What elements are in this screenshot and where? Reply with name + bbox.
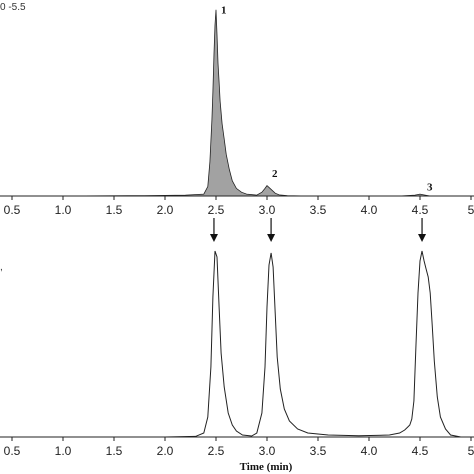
bottom-x-tick-label: 1.0	[55, 444, 72, 458]
peak-label-3: 3	[427, 181, 433, 193]
bottom-x-ticks	[11, 437, 472, 441]
top-peak-labels: 1 2 3	[221, 5, 433, 194]
top-x-tick-label: 4.0	[361, 203, 378, 217]
peak-arrow-head	[418, 234, 427, 242]
peak-arrow-head	[209, 234, 218, 242]
top-x-tick-label: 4.5	[412, 203, 429, 217]
peak-arrow-head	[267, 234, 276, 242]
bottom-x-tick-label: 5	[468, 444, 474, 458]
top-trace	[1, 9, 471, 197]
x-axis-title: Time (min)	[240, 461, 293, 473]
peak-arrows	[209, 218, 427, 242]
bottom-x-tick-label: 3.5	[310, 444, 327, 458]
top-x-tick-label: 5	[468, 203, 474, 217]
top-x-tick-label: 2.5	[208, 203, 225, 217]
top-corner-label: 0 -5.5	[0, 2, 26, 13]
top-x-tick-label: 0.5	[4, 203, 21, 217]
peak-label-2: 2	[272, 168, 278, 180]
top-x-tick-label: 1.0	[55, 203, 72, 217]
bottom-x-tick-label: 4.5	[412, 444, 429, 458]
bottom-x-tick-label: 1.5	[106, 444, 123, 458]
top-x-tick-label: 3.0	[259, 203, 276, 217]
bottom-corner-mark: ,	[0, 262, 3, 273]
peak-label-1: 1	[221, 5, 227, 17]
bottom-x-tick-label: 2.0	[157, 444, 174, 458]
top-x-ticks	[11, 196, 472, 200]
top-x-tick-label: 2.0	[157, 203, 174, 217]
top-x-tick-labels: 0.5 1.0 1.5 2.0 2.5 3.0 3.5 4.0 4.5 5	[4, 203, 474, 217]
bottom-x-tick-label: 0.5	[4, 444, 21, 458]
chromatogram-bottom: , 0.5 1.0 1.5 2.0 2.5 3.0 3.5 4.0 4.5 5 Time (min…	[0, 218, 474, 473]
bottom-trace	[1, 250, 471, 438]
chromatogram-top: 0 -5.5 0.5 1.0 1.5 2.0 2.5 3.0 3.5 4.0 4.5 5 1 2 3	[0, 2, 474, 217]
bottom-x-tick-label: 2.5	[208, 444, 225, 458]
bottom-x-tick-labels: 0.5 1.0 1.5 2.0 2.5 3.0 3.5 4.0 4.5 5	[4, 444, 474, 458]
bottom-x-tick-label: 4.0	[361, 444, 378, 458]
top-x-tick-label: 3.5	[310, 203, 327, 217]
bottom-x-tick-label: 3.0	[259, 444, 276, 458]
top-x-tick-label: 1.5	[106, 203, 123, 217]
